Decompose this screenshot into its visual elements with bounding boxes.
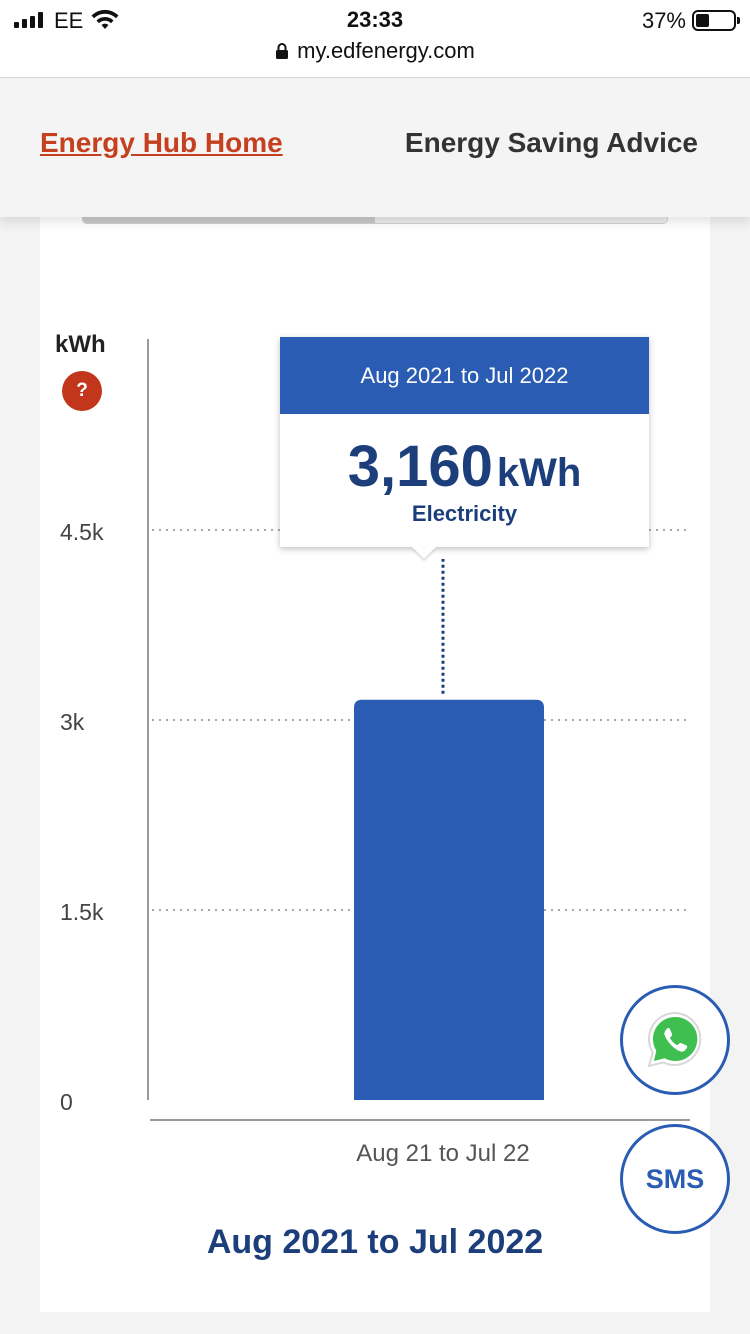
tooltip-fuel-label: Electricity [411,501,518,526]
nav-link-energy-hub-home[interactable]: Energy Hub Home [40,127,283,158]
sms-button[interactable]: SMS [620,1124,730,1234]
tooltip-value-unit: kWh [496,451,582,495]
y-tick-label: 4.5k [60,519,104,545]
carrier-label: EE [54,8,84,33]
chart-tab-strip[interactable] [82,217,668,224]
lock-icon [276,43,289,59]
clock: 23:33 [346,7,404,32]
usage-chart-card: 0 1.5k 3k 4.5k Aug 21 to Jul 22 kWh ? Aug 20… [40,217,710,1312]
battery-fill [696,14,709,27]
x-tick-label: Aug 21 to Jul 22 [356,1140,529,1167]
tooltip-value: 3,160 kWh [280,433,649,500]
site-nav: Energy Hub Home Energy Saving Advice [0,79,750,217]
y-tick-label: 3k [60,709,85,735]
nav-link-energy-saving-advice[interactable]: Energy Saving Advice [404,127,698,158]
tooltip-period: Aug 2021 to Jul 2022 [280,337,649,414]
usage-bar-chart: 0 1.5k 3k 4.5k Aug 21 to Jul 22 [60,339,690,1167]
url-text: my.edfenergy.com [297,38,475,63]
tab-segment-active[interactable] [83,217,375,223]
battery-icon [692,10,740,31]
whatsapp-button[interactable] [620,985,730,1095]
address-bar[interactable]: my.edfenergy.com [0,38,750,64]
y-tick-label: 1.5k [60,899,104,925]
period-title: Aug 2021 to Jul 2022 [206,1223,544,1261]
chart-tooltip: Aug 2021 to Jul 2022 3,160 kWh Electricit… [280,337,649,547]
tab-segment-inactive[interactable] [375,217,667,223]
whatsapp-icon [647,1011,702,1068]
battery-percent: 37% [641,8,686,33]
y-tick-label: 0 [60,1089,73,1115]
sms-button-label: SMS [645,1163,705,1194]
help-button[interactable]: ? [62,371,102,411]
wifi-icon [91,9,119,29]
chart-bar [354,699,544,1100]
signal-icon [14,12,43,28]
y-axis-unit-label: kWh [55,331,106,358]
tooltip-value-number: 3,160 [347,434,493,499]
status-bar: EE 23:33 37% my.edfenergy.com [0,0,750,78]
